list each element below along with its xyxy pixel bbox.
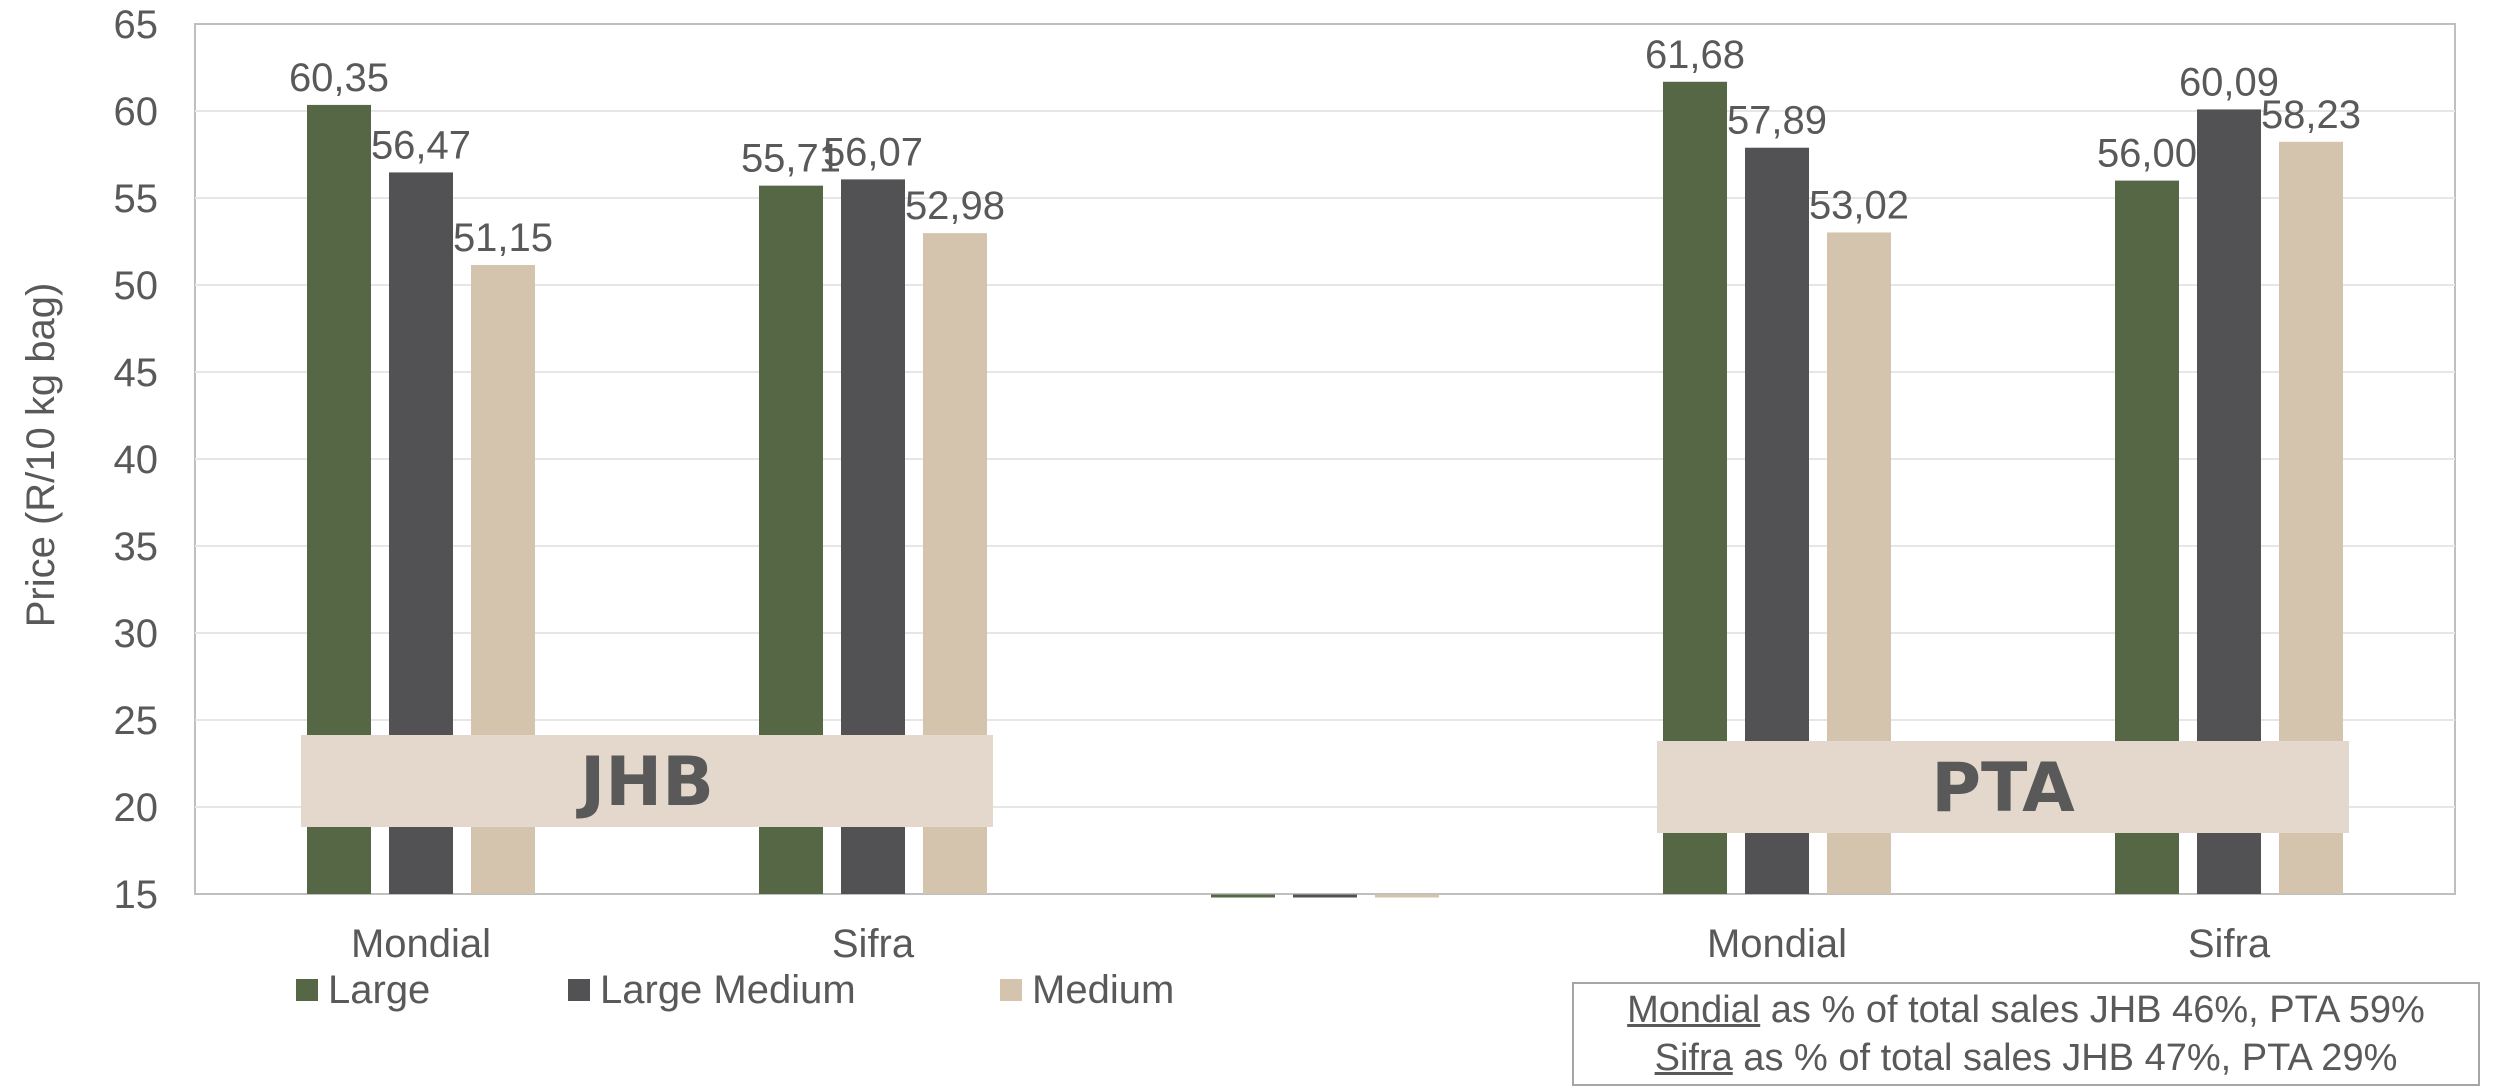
y-tick-label: 35: [114, 525, 159, 569]
category-label: Mondial: [351, 922, 491, 966]
region-banner-pta: [1657, 741, 2349, 833]
y-axis-label: Price (R/10 kg bag): [19, 283, 63, 628]
data-label: 61,68: [1645, 33, 1745, 77]
data-label: 58,23: [2261, 93, 2361, 137]
y-tick-label: 25: [114, 699, 159, 743]
data-label: 60,09: [2179, 60, 2279, 104]
region-banners: JHB PTA: [301, 735, 2349, 833]
y-tick-label: 30: [114, 612, 159, 656]
legend-item-large-medium: Large Medium: [568, 968, 856, 1013]
y-tick-label: 45: [114, 351, 159, 395]
data-label: 57,89: [1727, 99, 1827, 143]
data-label: 55,71: [741, 137, 841, 181]
y-tick-label: 55: [114, 177, 159, 221]
y-tick-label: 15: [114, 873, 159, 917]
category-labels: Mondial Sifra Mondial Sifra: [351, 922, 2271, 966]
category-label: Mondial: [1707, 922, 1847, 966]
data-label: 53,02: [1809, 183, 1909, 227]
region-label-jhb: JHB: [576, 743, 714, 822]
legend-item-medium: Medium: [1000, 968, 1174, 1013]
data-label: 56,47: [371, 123, 471, 167]
y-tick-label: 40: [114, 438, 159, 482]
legend-swatch: [1000, 979, 1022, 1001]
sales-share-note: Mondial as % of total sales JHB 46%, PTA…: [1572, 982, 2480, 1086]
y-axis-ticks: 15 20 25 30 35 40 45 50 55 60 65: [114, 3, 159, 917]
legend-swatch: [296, 979, 318, 1001]
legend-item-large: Large: [296, 968, 430, 1013]
legend-label: Medium: [1032, 967, 1175, 1012]
region-banner-jhb: [301, 735, 993, 827]
legend-swatch: [568, 979, 590, 1001]
data-label: 60,35: [289, 56, 389, 100]
data-label: 56,00: [2097, 132, 2197, 176]
data-label: 52,98: [905, 184, 1005, 228]
region-label-pta: PTA: [1931, 749, 2075, 828]
y-tick-label: 65: [114, 3, 159, 47]
note-line-2: Sifra as % of total sales JHB 47%, PTA 2…: [1654, 1037, 2398, 1079]
data-label: 56,07: [823, 130, 923, 174]
legend-label: Large: [328, 967, 431, 1012]
legend-label: Large Medium: [600, 967, 856, 1012]
y-tick-label: 20: [114, 786, 159, 830]
category-label: Sifra: [2188, 922, 2271, 966]
note-line-1: Mondial as % of total sales JHB 46%, PTA…: [1627, 989, 2425, 1031]
data-label: 51,15: [453, 216, 553, 260]
y-tick-label: 60: [114, 90, 159, 134]
y-tick-label: 50: [114, 264, 159, 308]
category-label: Sifra: [832, 922, 915, 966]
